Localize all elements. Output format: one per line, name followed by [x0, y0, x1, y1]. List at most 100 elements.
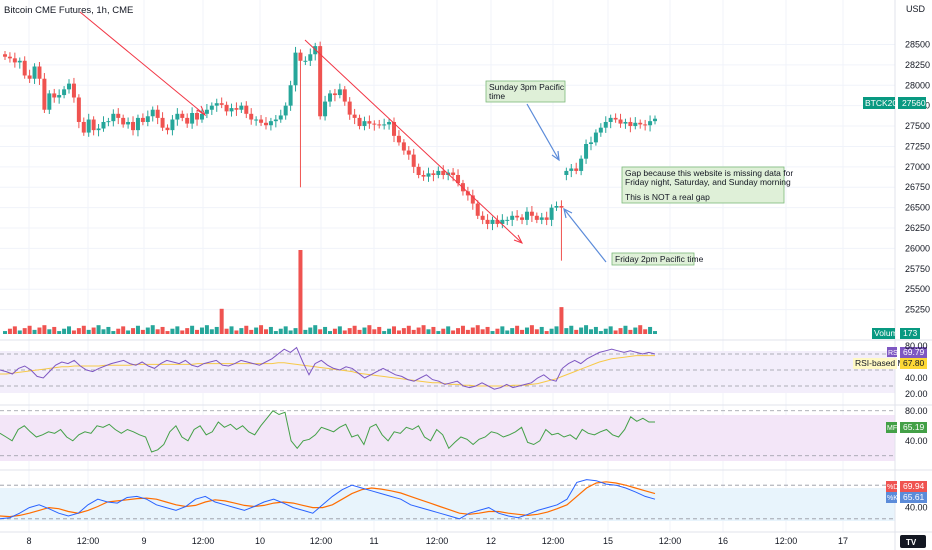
candle-body — [116, 113, 121, 118]
candle-body — [32, 66, 37, 79]
volume-bar — [155, 329, 160, 334]
volume-bar — [254, 327, 259, 334]
candle-body — [510, 215, 515, 220]
candle-body — [505, 219, 510, 221]
arrow-head — [563, 207, 573, 219]
volume-bar — [175, 326, 180, 334]
candle-body — [239, 105, 244, 110]
time-axis-ticks: 8 12:00 9 12:00 10 12:00 11 12:00 12 12:00 15 12:00… — [26, 536, 848, 546]
volume-bar — [263, 329, 268, 334]
candle-body — [470, 195, 475, 204]
candle-body — [121, 117, 126, 125]
trend-arrow-head-2 — [513, 234, 524, 244]
price-tick-label: 26750 — [905, 182, 930, 192]
candle-body — [579, 158, 584, 171]
candle-body — [608, 117, 613, 122]
trend-line-1[interactable] — [79, 11, 206, 116]
volume-bar — [96, 325, 101, 334]
candle-body — [3, 54, 7, 57]
volume-bar — [135, 325, 140, 334]
volume-bar — [648, 326, 653, 334]
candle-body — [387, 121, 392, 125]
volume-bar — [416, 327, 421, 334]
volume-bar — [584, 325, 589, 334]
candle-body — [190, 113, 195, 124]
candle-body — [47, 93, 52, 110]
volume-bar — [219, 308, 224, 334]
price-tick-label: 25250 — [905, 305, 930, 315]
candle-body — [465, 191, 470, 196]
candle-body — [357, 117, 362, 127]
volume-bar — [549, 328, 554, 334]
stoch-band — [0, 488, 895, 521]
candle-body — [283, 105, 288, 116]
volume-bar — [209, 329, 214, 334]
volume-bar — [293, 328, 298, 334]
volume-bar — [328, 331, 332, 334]
volume-bar — [303, 329, 308, 334]
candle-body — [441, 170, 446, 175]
candle-body — [195, 113, 200, 120]
annotation-arrow-friday — [563, 208, 607, 263]
volume-bars — [3, 250, 657, 334]
volume-bar — [32, 329, 37, 334]
price-tick-label: 28500 — [905, 39, 930, 49]
volume-bar — [411, 329, 416, 334]
trend-line-2[interactable] — [304, 39, 523, 244]
candle-body — [347, 101, 352, 115]
candle-body — [524, 211, 529, 220]
volume-bar — [377, 326, 382, 334]
candle-body — [288, 85, 293, 106]
candle-body — [199, 113, 204, 120]
candle-body — [323, 101, 328, 117]
annotation-sunday[interactable]: Sunday 3pm Pacific time — [485, 80, 566, 103]
candle-body — [588, 142, 593, 144]
candle-body — [111, 113, 116, 122]
candle-body — [62, 89, 67, 96]
volume-bar — [180, 330, 185, 334]
volume-bar — [318, 329, 323, 334]
candle-body — [372, 123, 377, 125]
annotation-line: Sunday 3pm Pacific — [489, 82, 565, 92]
volume-bar — [524, 327, 529, 334]
candle-body — [544, 217, 549, 220]
candle-body — [500, 219, 505, 224]
candle-body — [12, 58, 17, 63]
time-tick-label: 12:00 — [659, 536, 682, 546]
volume-bar — [91, 327, 96, 334]
time-tick-label: 16 — [718, 536, 728, 546]
indicator-tick-label: 80.00 — [905, 341, 928, 351]
stoch-k-label: %K — [887, 495, 898, 502]
candle-body — [303, 60, 308, 62]
candle-body — [273, 119, 278, 122]
candle-body — [224, 104, 229, 112]
volume-bar — [539, 326, 544, 334]
volume-bar — [283, 326, 288, 334]
volume-bar — [505, 330, 510, 334]
price-tick-label: 25750 — [905, 264, 930, 274]
volume-bar — [81, 325, 86, 334]
candle-body — [367, 121, 372, 124]
candle-body — [185, 117, 190, 124]
volume-bar — [579, 327, 584, 334]
annotation-line: Gap because this website is missing data… — [625, 168, 793, 178]
candle-body — [618, 119, 623, 124]
volume-bar — [131, 328, 136, 334]
annotation-gap[interactable]: Gap because this website is missing data… — [621, 166, 793, 204]
volume-bar — [190, 325, 195, 334]
volume-bar — [278, 328, 283, 334]
candle-body — [554, 206, 559, 208]
indicator-tick-label: 20.00 — [905, 389, 928, 399]
volume-bar — [564, 328, 569, 334]
candle-body — [628, 121, 633, 127]
candle-body — [603, 121, 608, 128]
stoch-lines — [0, 479, 656, 520]
annotation-friday[interactable]: Friday 2pm Pacific time — [611, 252, 704, 266]
annotation-line: Friday 2pm Pacific time — [615, 254, 704, 264]
volume-bar — [170, 328, 175, 334]
volume-bar — [628, 329, 633, 334]
candle-body — [318, 46, 323, 117]
candle-body — [298, 52, 303, 61]
candle-body — [214, 103, 219, 106]
